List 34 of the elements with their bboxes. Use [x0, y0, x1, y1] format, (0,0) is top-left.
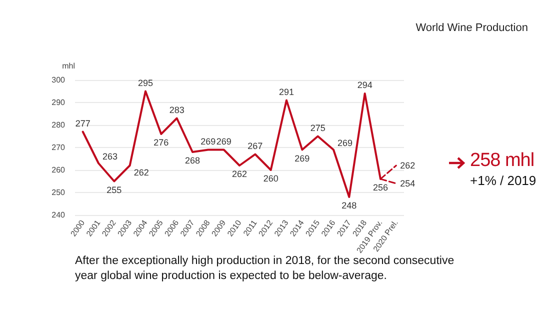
- data-label: 255: [106, 184, 122, 195]
- data-label: 283: [169, 104, 184, 115]
- data-label: 269: [200, 136, 216, 146]
- data-label: 248: [342, 200, 357, 210]
- data-label: 269: [216, 136, 232, 146]
- data-label: 262: [134, 168, 149, 178]
- data-label: 256: [372, 182, 388, 192]
- data-label: 269: [338, 138, 353, 148]
- data-label: 263: [102, 151, 118, 162]
- data-label: 254: [400, 178, 416, 188]
- data-label: 291: [278, 86, 294, 97]
- data-label: 267: [248, 140, 263, 151]
- data-label: 268: [184, 156, 200, 166]
- data-label: 269: [294, 153, 310, 164]
- data-label: 277: [75, 118, 90, 128]
- data-label: 262: [400, 160, 416, 170]
- y-axis-title: mhl: [62, 62, 76, 70]
- data-label: 262: [232, 169, 248, 179]
- text: World Wine Production: [416, 22, 528, 34]
- data-label: 295: [138, 78, 154, 88]
- y-tick-label: 260: [52, 166, 66, 174]
- data-label: 276: [154, 138, 169, 148]
- y-tick-label: 280: [52, 120, 66, 130]
- y-tick-label: 270: [52, 143, 66, 152]
- text: +1% / 2019: [470, 173, 536, 188]
- data-label: 275: [310, 122, 326, 133]
- y-tick-label: 240: [52, 210, 66, 220]
- data-label: 294: [357, 80, 372, 90]
- y-tick-label: 250: [52, 188, 66, 197]
- text: 258 mhl: [470, 150, 534, 172]
- y-tick-label: 290: [52, 98, 66, 107]
- text: After the exceptionally high production in 2018, for the second consecutive year global wine production is expected to be below-average.: [75, 254, 456, 284]
- y-tick-label: 300: [52, 76, 66, 84]
- data-label: 260: [263, 174, 278, 184]
